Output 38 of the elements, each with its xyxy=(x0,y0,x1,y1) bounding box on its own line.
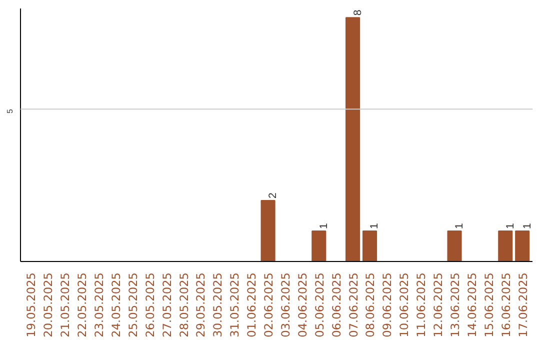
x-tick-label: 12.06.2025 xyxy=(431,272,446,338)
data-label: 8 xyxy=(352,10,364,16)
x-tick-label: 27.05.2025 xyxy=(160,272,174,338)
ref-line-label: 5 xyxy=(6,108,14,114)
x-tick-label: 30.05.2025 xyxy=(210,272,225,338)
x-tick-label: 31.05.2025 xyxy=(228,272,242,338)
x-tick-label: 25.05.2025 xyxy=(126,272,140,338)
x-tick-label: 03.06.2025 xyxy=(278,272,292,338)
x-tick-label: 19.05.2025 xyxy=(24,272,38,338)
x-tick-label: 02.06.2025 xyxy=(262,272,276,338)
x-tick-label: 28.05.2025 xyxy=(176,272,191,338)
x-tick-label: 20.05.2025 xyxy=(41,272,56,338)
x-tick-label: 14.06.2025 xyxy=(464,272,479,338)
x-tick-label: 26.05.2025 xyxy=(142,272,157,338)
x-tick-label: 06.06.2025 xyxy=(329,272,344,338)
x-tick-label: 09.06.2025 xyxy=(380,272,394,338)
x-tick-label: 22.05.2025 xyxy=(75,272,90,338)
x-tick-label: 11.06.2025 xyxy=(414,272,428,338)
x-tick-label: 16.06.2025 xyxy=(498,272,513,338)
x-tick-label: 17.06.2025 xyxy=(516,272,530,338)
x-tick-label: 05.06.2025 xyxy=(312,272,326,338)
x-tick-label: 13.06.2025 xyxy=(448,272,462,338)
x-tick-label: 01.06.2025 xyxy=(244,272,259,338)
x-tick-label: 24.05.2025 xyxy=(108,272,123,338)
data-label: 1 xyxy=(318,223,330,230)
data-label: 1 xyxy=(521,223,534,230)
x-tick-label: 21.05.2025 xyxy=(58,272,72,338)
data-label: 1 xyxy=(504,223,516,230)
x-tick-label: 15.06.2025 xyxy=(482,272,496,338)
data-label: 1 xyxy=(368,223,381,230)
x-tick-label: 29.05.2025 xyxy=(194,272,208,338)
data-label: 2 xyxy=(267,192,280,199)
data-label: 1 xyxy=(454,223,466,230)
x-tick-label: 10.06.2025 xyxy=(397,272,412,338)
x-tick-label: 04.06.2025 xyxy=(295,272,310,338)
x-tick-label: 07.06.2025 xyxy=(346,272,360,338)
x-tick-label: 23.05.2025 xyxy=(92,272,106,338)
x-tick-label: 08.06.2025 xyxy=(363,272,378,338)
